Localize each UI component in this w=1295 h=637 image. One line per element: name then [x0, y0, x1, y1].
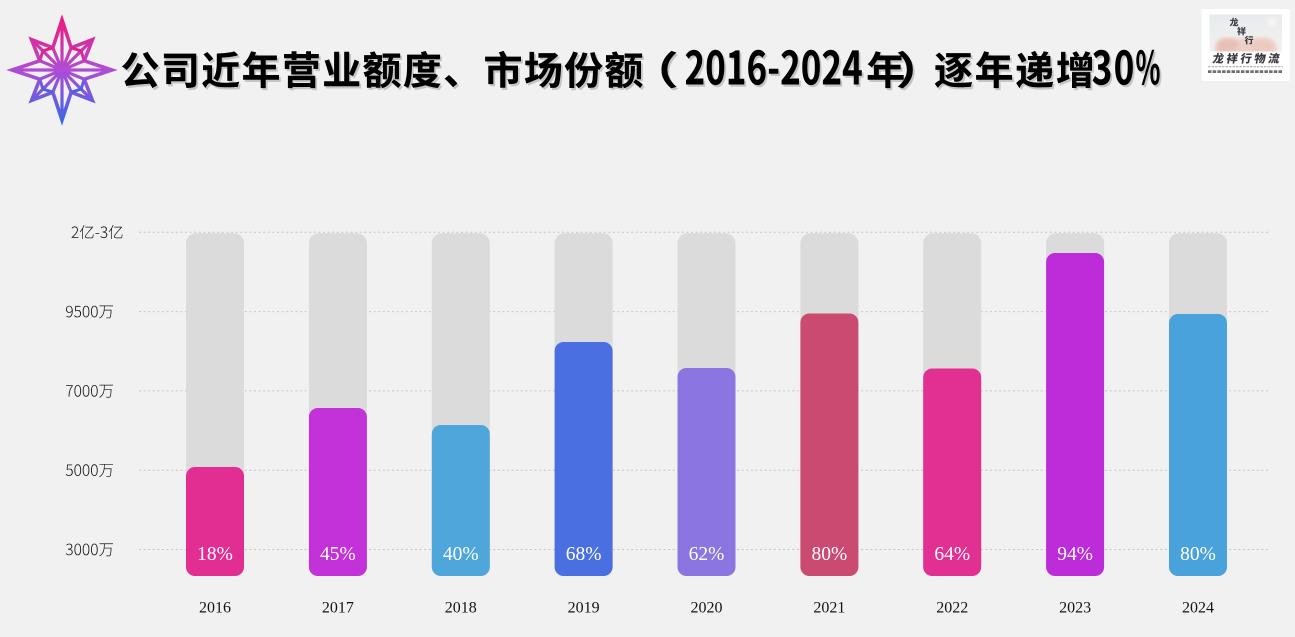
- svg-text:62%: 62%: [689, 544, 725, 565]
- svg-text:2017: 2017: [322, 600, 354, 617]
- svg-text:2021: 2021: [813, 600, 845, 617]
- svg-text:18%: 18%: [197, 544, 233, 565]
- svg-text:2020: 2020: [691, 600, 723, 617]
- svg-text:2019: 2019: [568, 600, 600, 617]
- svg-text:45%: 45%: [320, 544, 356, 565]
- svg-text:40%: 40%: [443, 544, 479, 565]
- svg-text:64%: 64%: [934, 544, 970, 565]
- svg-text:68%: 68%: [566, 544, 602, 565]
- svg-text:2022: 2022: [936, 600, 968, 617]
- svg-text:80%: 80%: [1180, 544, 1216, 565]
- svg-text:80%: 80%: [812, 544, 848, 565]
- svg-text:2023: 2023: [1059, 600, 1091, 617]
- svg-text:94%: 94%: [1057, 544, 1093, 565]
- svg-text:2016: 2016: [199, 600, 231, 617]
- svg-text:2024: 2024: [1182, 600, 1214, 617]
- svg-text:2018: 2018: [445, 600, 477, 617]
